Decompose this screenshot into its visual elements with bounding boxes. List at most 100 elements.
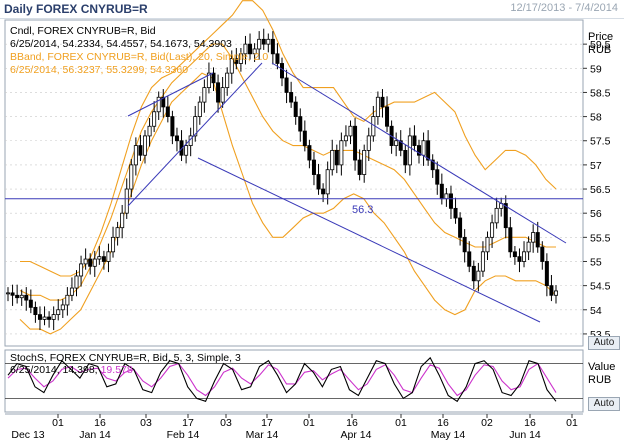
candle-body (435, 169, 440, 185)
candle-body (426, 140, 431, 161)
candle-body (133, 145, 138, 166)
date-axis: 01 16 03 17 03 17 01 16 01 16 02 16 01 Dec 13 Jan 14 Fe… (5, 413, 583, 440)
y-tick-label: 59 (590, 63, 602, 75)
candle-body (124, 188, 129, 214)
candle-body (430, 159, 435, 171)
candle-body (334, 149, 339, 166)
candle-body (476, 270, 481, 282)
candle-body (37, 314, 42, 320)
candle-body (252, 48, 257, 55)
x-tick-label: 02 (481, 417, 493, 429)
candle-body (471, 265, 476, 282)
candle-body (403, 149, 408, 166)
y-tick-label: 54 (590, 305, 602, 317)
candle-body (357, 159, 362, 175)
candle-body (170, 116, 175, 137)
candle-body (512, 251, 517, 258)
stoch-k-line (7, 356, 557, 403)
y-tick-label: 55 (590, 256, 602, 268)
candle-body (330, 149, 335, 171)
month-label: May 14 (431, 429, 466, 440)
candle-body (152, 111, 157, 127)
candle-body (343, 135, 348, 142)
candle-body (184, 145, 189, 156)
x-tick-label: 01 (303, 417, 315, 429)
candle-body (47, 316, 52, 320)
candle-body (28, 299, 33, 308)
candle-body (19, 294, 24, 299)
candle-body (416, 145, 421, 156)
candle-body (494, 207, 499, 224)
month-label: Dec 13 (11, 429, 44, 440)
candle-body (248, 43, 253, 55)
candle-body (549, 285, 554, 296)
candle-body (156, 96, 161, 113)
level-label: 56.3 (352, 204, 373, 216)
candle-body (544, 261, 549, 287)
candle-body (10, 292, 15, 296)
candle-body (412, 135, 417, 146)
candle-body (467, 251, 472, 267)
candle-body (79, 263, 84, 277)
candle-body (111, 236, 116, 253)
candle-body (348, 125, 353, 137)
candle-body (179, 140, 184, 156)
candle-body (74, 275, 79, 289)
candle-body (453, 207, 458, 219)
y-tick-label: 57 (590, 160, 602, 172)
candle-body (147, 125, 152, 137)
candle-body (407, 135, 412, 166)
price-auto-button[interactable]: Auto (588, 336, 620, 350)
candle-body (83, 258, 88, 265)
trend-line (271, 62, 567, 244)
y-tick-label: 58.5 (590, 87, 611, 99)
candle-body (517, 256, 522, 262)
candle-body (15, 294, 20, 299)
candle-body (261, 38, 266, 45)
y-tick-label: 55.5 (590, 232, 611, 244)
candle-body (284, 77, 289, 93)
candle-body (366, 135, 371, 151)
candle-body (339, 140, 344, 166)
candle-body (508, 227, 513, 253)
candle-body (161, 96, 166, 108)
candlesticks (6, 28, 559, 331)
candle-body (485, 236, 490, 253)
candle-body (526, 241, 531, 253)
candle-body (398, 140, 403, 151)
candle-body (234, 58, 239, 64)
stoch-k-value: 6/25/2014, 14.398, (10, 364, 98, 376)
stoch-legend-values: 6/25/2014, 14.398, 19.578 (10, 364, 133, 376)
chart-title: Daily FOREX CNYRUB=R (4, 2, 148, 16)
legend-bband-values: 6/25/2014, 56.3237, 55.3299, 54.3360 (10, 64, 188, 76)
price-axis-title: Price (588, 31, 613, 43)
stoch-d-value: 19.578 (101, 364, 133, 376)
trend-line (127, 62, 263, 207)
candle-body (238, 53, 243, 64)
candle-body (106, 251, 111, 262)
grid-lines (5, 43, 583, 335)
candle-body (216, 82, 221, 103)
y-tick-label: 57.5 (590, 136, 611, 148)
candle-body (202, 87, 207, 103)
candle-body (535, 232, 540, 248)
stoch-auto-button[interactable]: Auto (588, 397, 620, 411)
candle-body (243, 43, 248, 55)
trend-line (127, 72, 214, 117)
candle-body (554, 290, 559, 296)
y-tick-label: 54.5 (590, 281, 611, 293)
bband-upper (20, 0, 557, 277)
candle-body (138, 145, 143, 156)
x-tick-label: 16 (94, 417, 106, 429)
candle-body (220, 87, 225, 103)
month-label: Feb 14 (167, 429, 200, 440)
candle-body (480, 251, 485, 272)
candle-body (33, 306, 38, 316)
candle-body (293, 101, 298, 117)
candle-body (540, 246, 545, 262)
y-tick-label: 58 (590, 112, 602, 124)
candle-body (503, 203, 508, 229)
x-tick-label: 16 (437, 417, 449, 429)
candle-body (97, 256, 102, 260)
